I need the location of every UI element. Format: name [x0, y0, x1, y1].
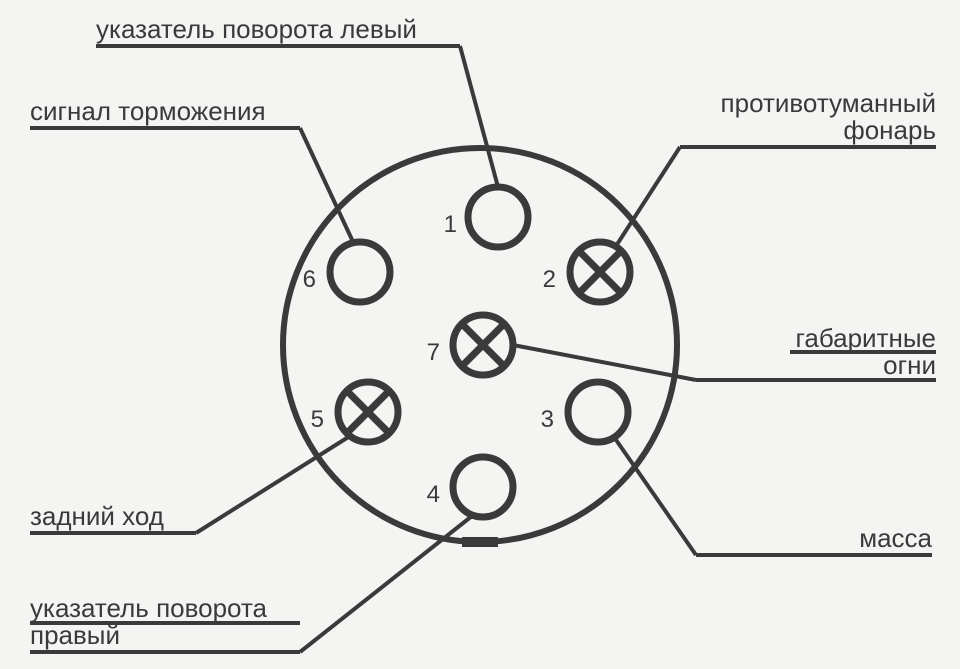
pin-number-3: 3 [541, 406, 554, 433]
pin-number-4: 4 [427, 481, 440, 508]
pin-4: 4 [427, 457, 513, 517]
label-pin1: указатель поворота левый [96, 16, 417, 43]
pin-number-1: 1 [444, 211, 457, 238]
label-pin4: указатель поворота правый [30, 595, 267, 650]
alignment-notch [462, 537, 498, 547]
pin-3: 3 [541, 382, 628, 442]
pin-7: 7 [427, 315, 513, 375]
label-pin5: задний ход [30, 503, 164, 530]
pin-5: 5 [311, 382, 398, 442]
label-pin2: противотуманный фонарь [721, 90, 936, 145]
label-pin7: габаритные огни [795, 325, 936, 380]
pin-number-2: 2 [543, 266, 556, 293]
pin-number-7: 7 [427, 339, 440, 366]
label-pin3: масса [859, 525, 932, 552]
pin-number-6: 6 [303, 266, 316, 293]
pin-6: 6 [303, 242, 390, 302]
pin-1: 1 [444, 187, 528, 247]
label-pin6-lines [30, 128, 354, 244]
pin-2: 2 [543, 242, 630, 302]
label-pin6: сигнал торможения [30, 98, 266, 125]
pin-number-5: 5 [311, 406, 324, 433]
label-pin2-lines [616, 147, 936, 246]
